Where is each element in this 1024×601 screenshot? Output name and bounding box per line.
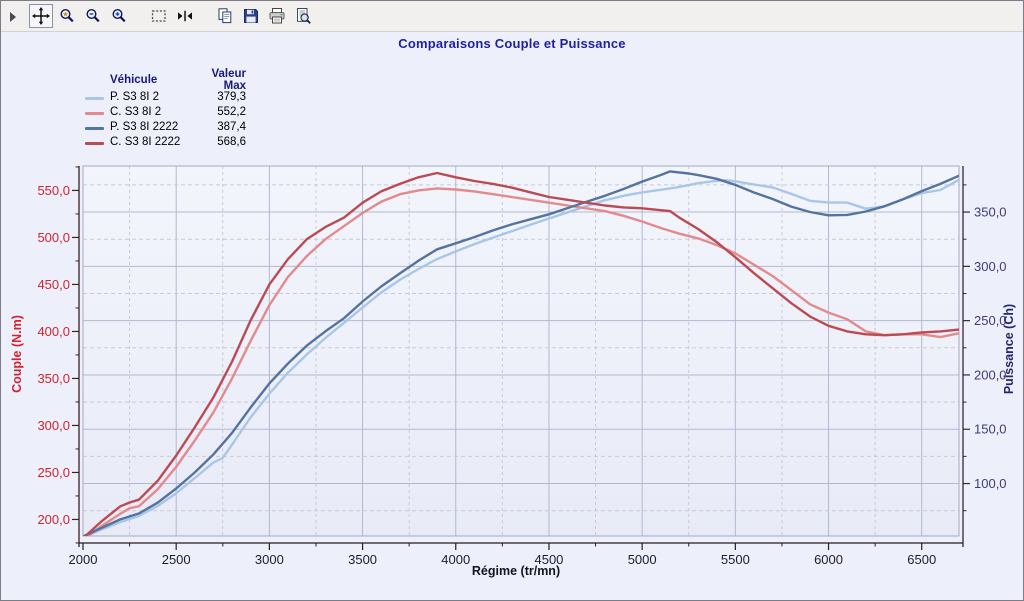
series-line-C-S3-8I-2 xyxy=(86,187,959,536)
x-tick-label: 5500 xyxy=(721,552,750,567)
legend-vehicle-name: C. S3 8I 2 xyxy=(110,105,162,118)
pan-crosshair-icon xyxy=(32,7,50,25)
save-button[interactable] xyxy=(239,4,263,28)
legend-vehicle-name: P. S3 8I 2222 xyxy=(110,120,179,133)
y-left-tick-label: 300,0 xyxy=(37,418,70,433)
y-left-tick-label: 500,0 xyxy=(37,230,70,245)
toolbar-group-output xyxy=(212,4,316,28)
x-tick-label: 3000 xyxy=(255,552,284,567)
copy-icon xyxy=(218,8,232,24)
legend-max-value: 379,3 xyxy=(217,90,246,103)
plot-border xyxy=(82,165,960,537)
legend-series-swatch xyxy=(85,141,104,145)
y-left-tick-label: 400,0 xyxy=(37,324,70,339)
legend-series-swatch xyxy=(85,126,104,130)
x-tick-label: 2500 xyxy=(162,552,191,567)
x-tick-label: 6000 xyxy=(814,552,843,567)
legend-max-value: 387,4 xyxy=(217,120,246,133)
series-group xyxy=(83,170,959,536)
y-right-tick-label: 100,0 xyxy=(974,476,1007,491)
zoom-in-button[interactable] xyxy=(107,4,131,28)
pan-tool-button[interactable] xyxy=(29,4,53,28)
series-line-P-S3-8I-2222 xyxy=(83,170,959,536)
legend-row[interactable]: C. S3 8I 2 552,2 xyxy=(85,104,246,119)
legend-row[interactable]: P. S3 8I 2 379,3 xyxy=(85,89,246,104)
legend-row[interactable]: C. S3 8I 2222 568,6 xyxy=(85,134,246,149)
y-right-tick-label: 150,0 xyxy=(974,422,1007,437)
fit-horizontal-button[interactable] xyxy=(173,4,197,28)
y-axis-left-title: Couple (N.m) xyxy=(10,315,24,393)
y-right-tick-label: 250,0 xyxy=(974,313,1007,328)
x-tick-label: 6500 xyxy=(907,552,936,567)
y-left-tick-label: 350,0 xyxy=(37,371,70,386)
toolbar-expand-arrow-icon[interactable] xyxy=(8,10,18,22)
zoom-in-icon xyxy=(112,8,126,23)
toolbar-group-navigation xyxy=(28,4,132,28)
x-tick-label: 4500 xyxy=(534,552,563,567)
y-right-tick-label: 350,0 xyxy=(974,205,1007,220)
legend-series-swatch xyxy=(85,96,104,100)
fit-horizontal-icon xyxy=(178,10,192,22)
legend-header: Véhicule Valeur Max xyxy=(85,68,246,92)
y-right-tick-label: 300,0 xyxy=(974,259,1007,274)
series-line-C-S3-8I-2222 xyxy=(83,171,959,536)
y-left-tick-label: 200,0 xyxy=(37,512,70,527)
print-preview-button[interactable] xyxy=(291,4,315,28)
y-axis-right-title: Puissance (Ch) xyxy=(1002,303,1016,395)
zoom-out-button[interactable] xyxy=(81,4,105,28)
x-tick-label: 4000 xyxy=(441,552,470,567)
chart-title: Comparaisons Couple et Puissance xyxy=(398,36,626,51)
y-left-tick-label: 550,0 xyxy=(37,183,70,198)
legend: Véhicule Valeur Max P. S3 8I 2 379,3 C. S3… xyxy=(85,68,246,149)
legend-series-swatch xyxy=(85,111,104,115)
legend-vehicle-name: P. S3 8I 2 xyxy=(110,90,160,103)
legend-row[interactable]: P. S3 8I 2222 387,4 xyxy=(85,119,246,134)
toolbar-group-selection xyxy=(146,4,198,28)
series-line-P-S3-8I-2 xyxy=(83,178,959,536)
y-left-tick-label: 450,0 xyxy=(37,277,70,292)
x-axis-title: Régime (tr/mn) xyxy=(471,564,561,578)
x-tick-label: 3500 xyxy=(348,552,377,567)
x-tick-label: 5000 xyxy=(628,552,657,567)
y-left-tick-label: 250,0 xyxy=(37,465,70,480)
y-right-tick-label: 200,0 xyxy=(974,367,1007,382)
toolbar xyxy=(1,1,1023,32)
legend-header-valeur-max: Valeur Max xyxy=(211,68,246,92)
legend-max-value: 552,2 xyxy=(217,105,246,118)
save-floppy-icon xyxy=(244,9,258,23)
zoom-out-icon xyxy=(86,8,100,23)
x-tick-label: 2000 xyxy=(69,552,98,567)
print-button[interactable] xyxy=(265,4,289,28)
zoom-dynamic-button[interactable] xyxy=(55,4,79,28)
legend-header-vehicle: Véhicule xyxy=(110,74,158,86)
copy-button[interactable] xyxy=(213,4,237,28)
zoom-dynamic-icon xyxy=(60,8,74,23)
print-preview-icon xyxy=(297,8,311,24)
print-icon xyxy=(269,8,285,24)
legend-max-value: 568,6 xyxy=(217,135,246,148)
legend-vehicle-name: C. S3 8I 2222 xyxy=(110,135,181,148)
